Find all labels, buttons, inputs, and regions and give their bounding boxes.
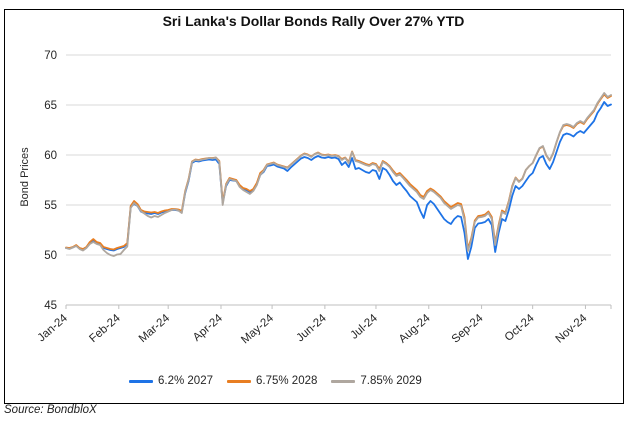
legend-item-6-75-2028: 6.75% 2028: [227, 375, 317, 387]
chart-border: [4, 9, 624, 404]
x-tick-label: Jan-24: [36, 312, 71, 345]
x-tick-label: Sep-24: [450, 312, 486, 346]
legend: 6.2% 2027 6.75% 2028 7.85% 2029: [129, 375, 422, 387]
y-axis-tick-labels: 45 50 55 60 65 70: [44, 50, 57, 312]
y-tick-label: 50: [44, 250, 57, 262]
x-tick-label: Mar-24: [137, 312, 173, 345]
series-line-7-85-2029: [65, 92, 612, 257]
x-tick-label: Nov-24: [554, 312, 590, 346]
gridlines: [66, 54, 611, 306]
y-tick-label: 70: [44, 50, 57, 62]
chart-title: Sri Lanka's Dollar Bonds Rally Over 27% …: [162, 13, 465, 29]
x-tick-label: Apr-24: [191, 312, 225, 344]
series-line-6-2-2027: [65, 101, 612, 260]
x-axis-tick-labels: Jan-24 Feb-24 Mar-24 Apr-24 May-24 Jun-24 Jul-…: [36, 312, 590, 347]
legend-item-6-2-2027: 6.2% 2027: [129, 375, 213, 387]
x-tick-label: Feb-24: [87, 312, 123, 345]
legend-swatch-orange: [227, 379, 251, 383]
legend-item-7-85-2029: 7.85% 2029: [331, 375, 422, 387]
legend-swatch-blue: [129, 379, 153, 383]
y-tick-label: 55: [44, 200, 57, 212]
x-tick-label: May-24: [239, 312, 276, 347]
x-tick-label: Oct-24: [503, 312, 537, 344]
y-tick-label: 45: [44, 300, 57, 312]
x-tick-label: Aug-24: [397, 312, 433, 346]
x-axis: [65, 304, 612, 309]
series-line-6-75-2028: [65, 93, 612, 251]
x-tick-label: Jun-24: [294, 312, 329, 345]
legend-label: 6.2% 2027: [158, 375, 213, 387]
legend-label: 6.75% 2028: [256, 375, 318, 387]
y-tick-label: 60: [44, 150, 57, 162]
legend-label: 7.85% 2029: [360, 375, 422, 387]
legend-swatch-gray: [331, 379, 356, 383]
x-tick-label: Jul-24: [348, 312, 380, 342]
y-tick-label: 65: [44, 100, 57, 112]
source-note: Source: BondbloX: [4, 404, 97, 416]
